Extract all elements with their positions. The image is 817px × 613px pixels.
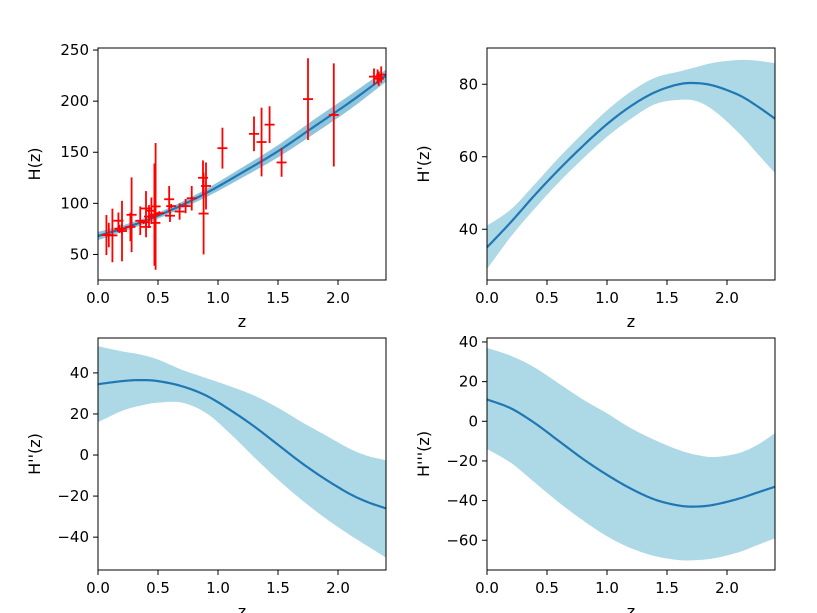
x-tick-label: 0.0 bbox=[475, 289, 499, 307]
y-tick-label: 40 bbox=[459, 220, 478, 238]
x-tick-label: 2.0 bbox=[715, 579, 739, 597]
data-point bbox=[303, 58, 313, 140]
confidence-band bbox=[98, 346, 386, 558]
data-point bbox=[174, 203, 185, 220]
panel-hz: 0.0 0.5 1.0 1.5 2.0 50 100 150 200 250 z H(z) bbox=[25, 41, 387, 331]
data-point bbox=[328, 63, 339, 167]
data-point bbox=[165, 209, 175, 222]
axes-frame bbox=[486, 47, 776, 281]
x-tick-label: 0.5 bbox=[146, 289, 170, 307]
x-tick-label: 1.0 bbox=[206, 289, 230, 307]
data-point bbox=[276, 148, 287, 177]
x-tick-label: 0.0 bbox=[475, 579, 499, 597]
x-tick-label: 0.5 bbox=[146, 579, 170, 597]
mean-curve bbox=[98, 74, 386, 238]
y-tick-label: 100 bbox=[60, 194, 89, 212]
data-point bbox=[144, 205, 154, 228]
x-tick-label: 1.5 bbox=[655, 289, 679, 307]
y-tick-label: 80 bbox=[459, 75, 478, 93]
panel-dddh: 0.0 0.5 1.0 1.5 2.0 −60 −40 −20 0 20 40 z H'''(z) bbox=[414, 333, 776, 613]
panel-ddh: 0.0 0.5 1.0 1.5 2.0 −40 −20 0 20 40 z H''(z) bbox=[25, 337, 387, 613]
mean-curve bbox=[487, 398, 775, 508]
data-point bbox=[126, 177, 137, 253]
x-tick-label: 1.5 bbox=[266, 289, 290, 307]
x-tick-label: 0.5 bbox=[535, 289, 559, 307]
y-tick-label: 20 bbox=[459, 373, 478, 391]
confidence-band bbox=[487, 347, 775, 561]
data-point bbox=[164, 185, 175, 213]
x-tick-label: 0.0 bbox=[86, 289, 110, 307]
data-point bbox=[117, 200, 127, 262]
y-axis-label: H(z) bbox=[25, 148, 44, 181]
confidence-band bbox=[487, 59, 775, 270]
data-point bbox=[125, 212, 136, 242]
confidence-band bbox=[98, 69, 386, 241]
x-tick-label: 0.0 bbox=[86, 579, 110, 597]
panel-dh: 0.0 0.5 1.0 1.5 2.0 40 60 80 z H'(z) bbox=[414, 47, 776, 331]
data-point bbox=[201, 162, 211, 210]
y-axis-label: H'''(z) bbox=[414, 431, 433, 477]
y-axis-label: H''(z) bbox=[25, 433, 44, 475]
data-point bbox=[264, 106, 275, 144]
y-tick-label: 20 bbox=[70, 405, 89, 423]
y-tick-label: −20 bbox=[446, 452, 478, 470]
data-point bbox=[376, 66, 386, 83]
y-axis-label: H'(z) bbox=[414, 145, 433, 182]
axes-frame bbox=[486, 337, 776, 571]
plot-area bbox=[487, 59, 775, 270]
y-tick-label: −40 bbox=[446, 492, 478, 510]
y-tick-label: −60 bbox=[446, 531, 478, 549]
axes-frame bbox=[97, 337, 387, 571]
data-point bbox=[186, 185, 197, 211]
y-tick-label: −40 bbox=[57, 528, 89, 546]
y-tick-label: 40 bbox=[459, 333, 478, 351]
data-point bbox=[256, 107, 267, 177]
y-tick-label: 200 bbox=[60, 92, 89, 110]
x-axis-label: z bbox=[627, 312, 635, 331]
data-point bbox=[107, 208, 118, 263]
data-point bbox=[198, 172, 209, 255]
y-tick-label: −20 bbox=[57, 487, 89, 505]
x-axis-label: z bbox=[627, 602, 635, 613]
plot-area bbox=[98, 346, 386, 558]
data-point bbox=[149, 163, 160, 266]
x-tick-label: 0.5 bbox=[535, 579, 559, 597]
x-tick-label: 1.5 bbox=[655, 579, 679, 597]
x-tick-label: 1.5 bbox=[266, 579, 290, 597]
mean-curve bbox=[487, 81, 775, 249]
data-point bbox=[166, 203, 177, 209]
plot-area bbox=[98, 58, 386, 270]
y-tick-label: 50 bbox=[70, 245, 89, 263]
y-tick-label: 0 bbox=[79, 446, 89, 464]
data-point bbox=[217, 127, 228, 169]
y-tick-label: 60 bbox=[459, 148, 478, 166]
x-tick-label: 2.0 bbox=[715, 289, 739, 307]
x-tick-label: 1.0 bbox=[595, 579, 619, 597]
x-tick-label: 1.0 bbox=[206, 579, 230, 597]
y-tick-label: 150 bbox=[60, 143, 89, 161]
x-tick-label: 1.0 bbox=[595, 289, 619, 307]
mean-curve bbox=[98, 378, 386, 510]
x-axis-label: z bbox=[238, 602, 246, 613]
data-point bbox=[249, 116, 259, 152]
data-point bbox=[154, 211, 165, 216]
data-point bbox=[150, 143, 161, 270]
y-tick-label: 0 bbox=[468, 412, 478, 430]
y-tick-label: 250 bbox=[60, 41, 89, 59]
x-tick-label: 2.0 bbox=[326, 579, 350, 597]
axes-frame bbox=[97, 47, 387, 281]
x-axis-label: z bbox=[238, 312, 246, 331]
plot-area bbox=[487, 347, 775, 561]
x-tick-label: 2.0 bbox=[326, 289, 350, 307]
y-tick-label: 40 bbox=[70, 364, 89, 382]
data-point bbox=[180, 198, 191, 214]
